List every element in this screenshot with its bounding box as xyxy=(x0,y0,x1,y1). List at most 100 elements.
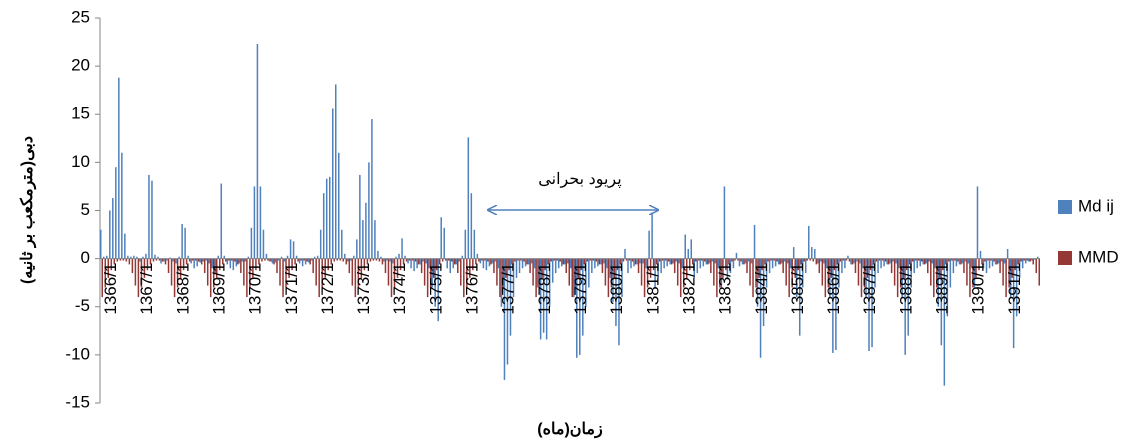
bar xyxy=(212,258,215,288)
bar xyxy=(133,255,135,259)
bar xyxy=(420,258,423,274)
bar xyxy=(845,258,848,261)
bar xyxy=(851,258,854,265)
bar xyxy=(711,258,714,262)
bar xyxy=(574,258,577,288)
x-tick-label: 1381/1 xyxy=(643,263,662,315)
bar xyxy=(270,258,272,262)
bar xyxy=(664,258,667,261)
bar xyxy=(669,258,671,265)
bar xyxy=(404,255,406,259)
x-tick-label: 1380/1 xyxy=(607,263,626,315)
bar xyxy=(265,253,268,259)
bar xyxy=(191,258,194,261)
bar xyxy=(277,258,280,261)
bar xyxy=(984,258,986,262)
bar xyxy=(447,258,450,261)
bar xyxy=(508,258,510,271)
bar xyxy=(589,258,592,261)
bar xyxy=(570,258,572,269)
bar xyxy=(423,258,426,286)
bar xyxy=(975,258,977,278)
bar xyxy=(307,258,310,263)
bar xyxy=(262,229,265,259)
bar xyxy=(426,258,429,298)
bar xyxy=(651,212,653,259)
x-tick-label: 1382/1 xyxy=(679,263,698,315)
bar xyxy=(966,258,968,286)
bar xyxy=(300,258,302,261)
bar xyxy=(573,258,575,298)
bar xyxy=(729,258,732,274)
legend-swatch xyxy=(1058,200,1072,214)
bar xyxy=(286,255,289,259)
x-tick-label: 1391/1 xyxy=(1005,263,1024,315)
bar xyxy=(627,258,629,274)
bar xyxy=(960,258,962,265)
bar xyxy=(514,258,516,262)
bar xyxy=(948,258,950,262)
bar xyxy=(704,258,706,262)
bar xyxy=(685,258,688,278)
bar xyxy=(238,258,241,264)
bar xyxy=(389,258,391,262)
bar xyxy=(128,258,131,265)
bar xyxy=(1020,258,1022,262)
bar xyxy=(225,258,227,262)
bar xyxy=(687,249,690,259)
bar xyxy=(606,258,608,269)
bar xyxy=(511,258,513,265)
bar xyxy=(154,254,156,259)
bar xyxy=(707,258,709,265)
bar xyxy=(499,258,501,298)
bar xyxy=(219,258,221,271)
bar xyxy=(163,258,165,262)
bar xyxy=(140,258,143,288)
bar xyxy=(690,239,693,259)
x-tick-label: 1375/1 xyxy=(426,263,445,315)
bar xyxy=(1005,258,1007,298)
bar xyxy=(693,258,696,278)
bar xyxy=(985,258,988,274)
bar xyxy=(716,258,718,298)
bar xyxy=(457,258,459,274)
bar xyxy=(741,258,744,265)
bar xyxy=(883,258,885,267)
bar xyxy=(413,258,415,272)
bar xyxy=(1011,258,1013,278)
bar xyxy=(557,258,560,269)
bar xyxy=(884,258,887,262)
bar xyxy=(344,253,346,259)
bar xyxy=(818,258,821,274)
bar xyxy=(630,258,632,269)
bar xyxy=(470,193,473,259)
bar xyxy=(321,258,323,288)
bar xyxy=(615,258,617,326)
bar xyxy=(194,258,197,261)
legend-label: MMD xyxy=(1078,247,1119,266)
bar xyxy=(1006,249,1009,259)
bar xyxy=(127,255,129,259)
bar xyxy=(232,258,235,271)
bar xyxy=(193,258,195,269)
bar xyxy=(530,258,533,264)
bar xyxy=(758,258,760,278)
bar xyxy=(999,258,1001,274)
bar xyxy=(351,258,354,286)
bar xyxy=(253,186,256,259)
bar xyxy=(443,227,445,259)
bar xyxy=(244,258,247,262)
bar xyxy=(157,256,159,259)
bar xyxy=(798,258,801,336)
x-tick-label: 1376/1 xyxy=(463,263,482,315)
bar xyxy=(943,258,946,386)
bar xyxy=(875,258,878,262)
bar xyxy=(172,258,174,262)
bar xyxy=(939,258,941,278)
bar xyxy=(414,258,417,262)
bar xyxy=(106,255,108,259)
bar xyxy=(258,258,260,265)
bar xyxy=(1003,258,1006,264)
bar xyxy=(594,258,596,269)
bar xyxy=(670,258,673,265)
